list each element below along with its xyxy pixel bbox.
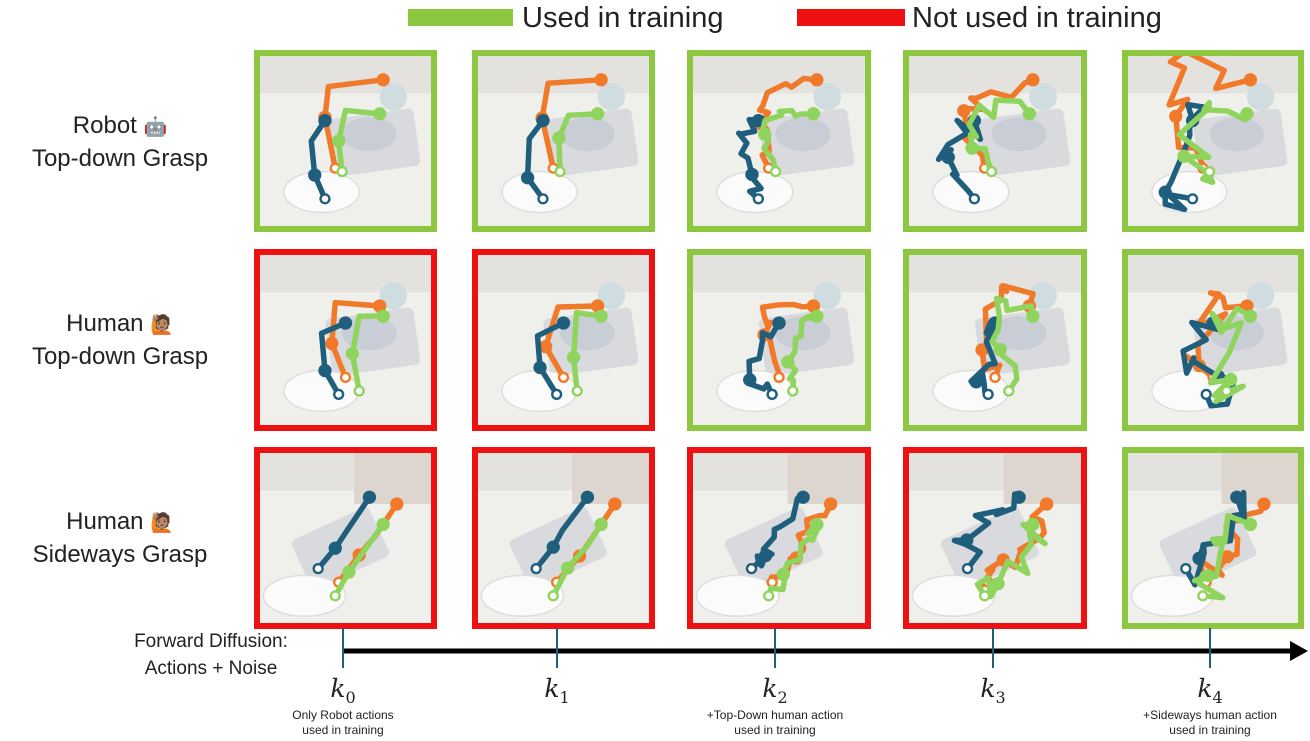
step-note-line1: Only Robot actions — [292, 708, 394, 722]
trajectory-tile-used — [687, 50, 871, 232]
step-variable: k — [762, 674, 778, 703]
step-note-line2: used in training — [734, 723, 816, 737]
step-label: k4 — [1180, 674, 1240, 707]
step-label: k3 — [963, 674, 1023, 707]
step-note-line2: used in training — [302, 723, 384, 737]
row-label-human-topdown: Human 🙋🏽 Top-down Grasp — [0, 308, 240, 372]
trajectory-tile-used — [903, 249, 1087, 431]
trajectory-tile-not-used — [903, 447, 1087, 629]
step-note-line2: used in training — [1169, 723, 1251, 737]
step-subscript: 3 — [995, 688, 1006, 707]
trajectory-tile-used — [903, 50, 1087, 232]
step-subscript: 2 — [777, 688, 788, 707]
legend-not-used-label: Not used in training — [912, 2, 1162, 34]
axis-arrowhead — [1290, 641, 1308, 661]
trajectory-scene — [260, 56, 431, 226]
legend-not-used-swatch — [797, 9, 905, 26]
trajectory-scene — [909, 255, 1081, 425]
axis-title-line2: Actions + Noise — [144, 658, 278, 679]
row-label-robot-topdown: Robot 🤖 Top-down Grasp — [0, 110, 240, 174]
trajectory-tile-not-used — [472, 447, 655, 629]
step-variable: k — [1197, 674, 1213, 703]
trajectory-scene — [1128, 255, 1298, 425]
step-variable: k — [330, 674, 346, 703]
step-label: k2 — [745, 674, 805, 707]
step-variable: k — [544, 674, 560, 703]
row-label-line2: Sideways Grasp — [32, 541, 208, 568]
row-label-line2: Top-down Grasp — [31, 343, 209, 370]
step-subscript: 4 — [1212, 688, 1223, 707]
human-raising-hand-icon: 🙋🏽 — [150, 513, 174, 534]
trajectory-scene — [1128, 56, 1298, 226]
step-note: +Top-Down human action used in training — [665, 708, 885, 738]
axis-title-line1: Forward Diffusion: — [134, 631, 288, 652]
trajectory-tile-used — [687, 249, 871, 431]
trajectory-tile-not-used — [254, 249, 437, 431]
trajectory-tile-used — [254, 50, 437, 232]
trajectory-tile-used — [472, 50, 655, 232]
trajectory-scene — [693, 255, 865, 425]
trajectory-tile-not-used — [472, 249, 655, 431]
step-label: k0 — [313, 674, 373, 707]
trajectory-scene — [478, 56, 649, 226]
row-label-human-sideways: Human 🙋🏽 Sideways Grasp — [0, 506, 240, 570]
trajectory-scene — [693, 453, 865, 623]
row-label-line2: Top-down Grasp — [31, 145, 209, 172]
trajectory-tile-used — [1122, 50, 1304, 232]
step-note-line1: +Top-Down human action — [706, 708, 844, 722]
trajectory-scene — [1128, 453, 1298, 623]
step-variable: k — [980, 674, 996, 703]
step-label: k1 — [527, 674, 587, 707]
human-raising-hand-icon: 🙋🏽 — [150, 315, 174, 336]
trajectory-scene — [260, 255, 431, 425]
step-note: +Sideways human action used in training — [1100, 708, 1310, 738]
trajectory-scene — [693, 56, 865, 226]
row-label-line1: Human — [66, 310, 144, 337]
trajectory-scene — [909, 453, 1081, 623]
step-note-line1: +Sideways human action — [1143, 708, 1277, 722]
trajectory-scene — [478, 255, 649, 425]
step-note: Only Robot actions used in training — [233, 708, 453, 738]
row-label-line1: Human — [66, 508, 144, 535]
trajectory-scene — [909, 56, 1081, 226]
trajectory-tile-not-used — [254, 447, 437, 629]
robot-icon: 🤖 — [143, 117, 168, 138]
step-subscript: 1 — [559, 688, 570, 707]
trajectory-scene — [478, 453, 649, 623]
legend-used-label: Used in training — [522, 2, 724, 34]
trajectory-tile-not-used — [687, 447, 871, 629]
axis-title: Forward Diffusion: Actions + Noise — [96, 628, 326, 682]
legend-used-swatch — [408, 9, 513, 26]
step-subscript: 0 — [345, 688, 356, 707]
row-label-line1: Robot — [72, 112, 137, 139]
trajectory-tile-used — [1122, 249, 1304, 431]
trajectory-scene — [260, 453, 431, 623]
trajectory-tile-used — [1122, 447, 1304, 629]
